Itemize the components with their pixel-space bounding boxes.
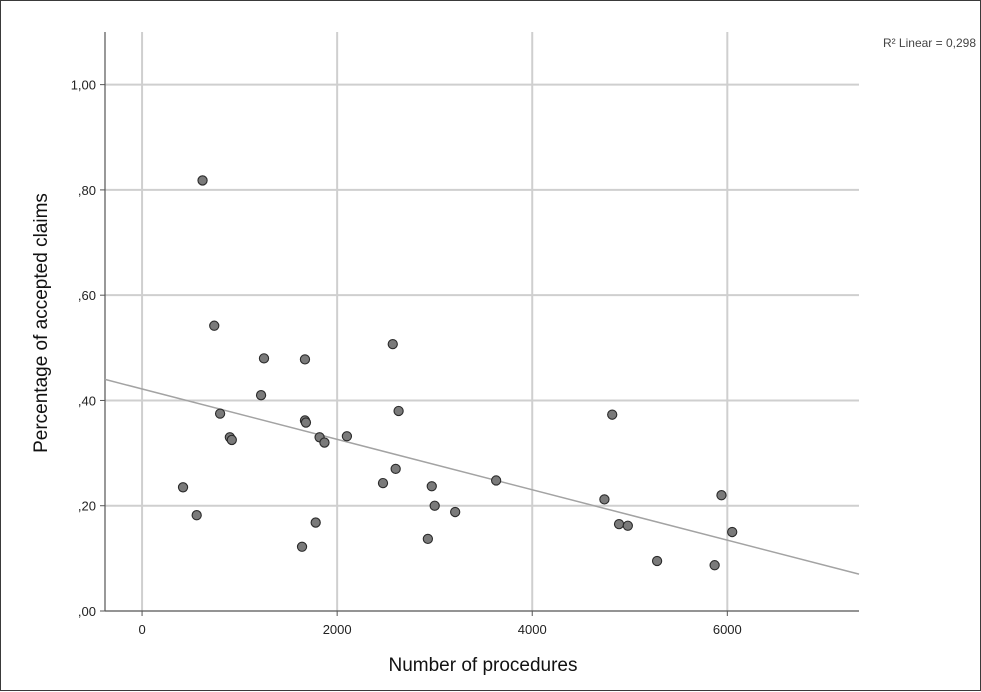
data-points	[177, 175, 738, 571]
x-tick-label: 0	[138, 622, 145, 637]
y-tick-label: ,80	[78, 183, 96, 198]
data-point	[177, 482, 189, 493]
tick-labels: 0 2000 4000 6000 ,00 ,20 ,40 ,60 ,80 1,00	[71, 78, 742, 637]
data-point	[599, 494, 610, 505]
fit-label: R² Linear = 0,298	[883, 36, 976, 50]
data-point	[310, 517, 321, 528]
data-point	[393, 405, 404, 417]
data-point	[426, 481, 437, 492]
data-point	[300, 417, 312, 428]
data-point	[197, 175, 208, 186]
data-point	[191, 510, 202, 521]
x-tick-label: 6000	[713, 622, 742, 637]
data-point	[429, 500, 440, 511]
fit-line-layer	[104, 378, 860, 575]
y-tick-label: ,20	[78, 499, 96, 514]
grid-lines	[105, 32, 859, 611]
data-point	[390, 463, 401, 475]
data-point	[377, 477, 389, 489]
linear-fit-line	[104, 378, 860, 575]
data-point	[422, 533, 434, 545]
axes	[100, 32, 859, 616]
x-axis-title: Number of procedures	[388, 655, 577, 676]
x-tick-label: 2000	[323, 622, 352, 637]
data-point	[622, 520, 633, 531]
data-point	[296, 541, 308, 552]
y-tick-label: ,60	[78, 288, 96, 303]
data-point	[387, 338, 398, 350]
x-tick-label: 4000	[518, 622, 547, 637]
data-point	[607, 409, 618, 420]
y-axis-title: Percentage of accepted claims	[31, 193, 52, 453]
y-tick-label: ,40	[78, 393, 96, 408]
data-point	[709, 560, 720, 571]
data-point	[341, 431, 353, 442]
data-point	[299, 354, 311, 365]
data-point	[319, 437, 330, 448]
data-point	[209, 320, 220, 331]
data-point	[613, 519, 625, 530]
data-point	[490, 475, 502, 486]
y-tick-label: 1,00	[71, 78, 96, 93]
data-point	[226, 434, 237, 446]
data-point	[258, 353, 270, 364]
data-point	[214, 408, 226, 419]
data-point	[651, 555, 663, 567]
data-point	[727, 526, 738, 538]
y-tick-label: ,00	[78, 604, 96, 619]
data-point	[716, 490, 727, 501]
data-point	[255, 390, 267, 401]
data-point	[450, 506, 461, 518]
